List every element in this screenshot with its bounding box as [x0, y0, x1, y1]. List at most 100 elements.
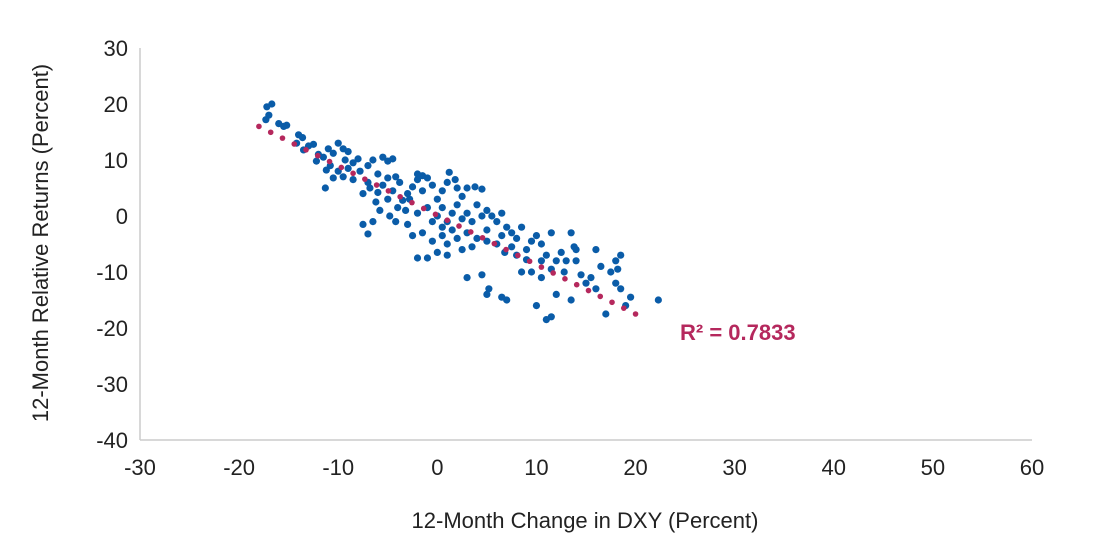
data-point — [483, 290, 491, 298]
data-point — [453, 201, 461, 209]
data-point — [607, 268, 615, 276]
data-point — [408, 183, 417, 191]
trendline-dot — [279, 135, 286, 141]
data-point — [577, 271, 585, 279]
data-point — [312, 157, 321, 165]
data-point — [321, 184, 329, 192]
trendline-dot — [632, 311, 639, 317]
data-point — [458, 215, 466, 223]
r-squared-label: R² = 0.7833 — [680, 320, 796, 345]
data-point — [298, 134, 307, 142]
x-axis-label: 12-Month Change in DXY (Percent) — [412, 508, 759, 533]
data-point — [322, 166, 330, 174]
data-point — [319, 153, 327, 161]
data-point — [527, 237, 536, 245]
data-point — [612, 257, 620, 265]
x-tick-label: 30 — [722, 455, 746, 480]
data-point — [369, 156, 377, 164]
data-point — [617, 251, 625, 259]
data-point — [483, 226, 491, 234]
data-point — [527, 268, 536, 276]
trendline — [256, 123, 639, 317]
data-point — [473, 234, 481, 242]
data-point — [458, 192, 466, 200]
data-point — [402, 206, 410, 214]
data-point — [654, 296, 662, 304]
y-tick-label: -30 — [96, 372, 128, 397]
y-tick-label: -20 — [96, 316, 128, 341]
trendline-dot — [409, 199, 415, 206]
data-point — [423, 174, 432, 182]
data-point — [463, 274, 471, 282]
data-point — [542, 251, 550, 259]
data-point — [562, 257, 570, 265]
data-point — [389, 155, 397, 163]
data-point — [374, 188, 382, 197]
y-tick-label: 0 — [116, 204, 128, 229]
data-point — [493, 218, 501, 226]
x-tick-label: 40 — [822, 455, 846, 480]
trendline-dot — [397, 193, 403, 200]
data-point — [428, 218, 436, 226]
data-point — [268, 100, 276, 108]
trendline-dot — [350, 170, 356, 177]
trendline-dot — [303, 147, 309, 153]
data-point — [413, 170, 422, 178]
x-tick-label: 10 — [524, 455, 548, 480]
data-point — [567, 229, 575, 237]
data-point — [359, 220, 367, 228]
data-point — [508, 243, 516, 251]
data-point — [283, 121, 291, 129]
data-point — [463, 209, 471, 217]
axes: -30 -20 -10 0 10 20 30 40 50 603020100-10-20-30-4… — [96, 36, 1044, 480]
data-point — [339, 173, 347, 181]
data-point — [309, 140, 318, 148]
data-point — [438, 223, 446, 231]
trendline-dot — [550, 270, 556, 276]
data-point — [597, 262, 605, 270]
data-point — [513, 234, 521, 242]
data-point — [445, 168, 453, 176]
data-point — [537, 240, 546, 248]
data-point — [614, 265, 622, 273]
trendline-dot — [432, 211, 439, 218]
data-point — [428, 237, 436, 245]
data-point — [471, 183, 479, 191]
x-tick-label: -10 — [322, 455, 354, 480]
data-point — [498, 293, 506, 301]
trendline-dot — [620, 305, 627, 311]
data-point — [438, 232, 446, 240]
data-point — [428, 181, 436, 189]
data-point — [341, 156, 349, 164]
data-point — [517, 223, 526, 231]
data-point — [413, 254, 422, 262]
data-point — [334, 139, 342, 147]
data-point — [344, 148, 352, 156]
data-point — [627, 293, 635, 301]
data-point — [389, 187, 397, 195]
trendline-dot — [373, 182, 380, 188]
data-point — [503, 223, 511, 231]
data-point — [552, 290, 560, 298]
y-tick-label: -40 — [96, 428, 128, 453]
trendline-dot — [526, 258, 533, 265]
data-point — [418, 187, 427, 195]
data-point — [592, 285, 600, 293]
data-point — [572, 246, 580, 254]
data-point — [473, 201, 481, 209]
data-point — [329, 174, 337, 182]
trendline-dot — [420, 205, 427, 212]
trendline-dot — [467, 229, 474, 235]
data-point — [349, 159, 357, 167]
points — [262, 100, 662, 324]
data-point — [386, 212, 394, 220]
x-tick-label: 50 — [921, 455, 945, 480]
data-point — [522, 246, 531, 254]
data-point — [448, 209, 456, 217]
data-point — [433, 195, 441, 203]
data-point — [359, 190, 367, 198]
data-point — [572, 257, 580, 265]
data-point — [418, 229, 427, 237]
